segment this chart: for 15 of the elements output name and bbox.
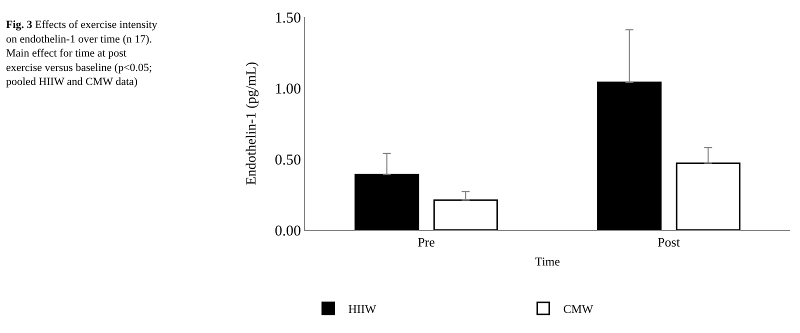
x-axis-title: Time bbox=[535, 254, 560, 268]
bar bbox=[676, 162, 740, 230]
bar bbox=[354, 174, 420, 230]
x-tick-label: Post bbox=[658, 234, 680, 250]
legend-label: HIIW bbox=[348, 302, 377, 316]
bar bbox=[597, 82, 662, 230]
x-tick-label: Pre bbox=[418, 234, 436, 250]
y-tick-label: 1.00 bbox=[274, 81, 301, 98]
bar bbox=[433, 199, 498, 230]
y-tick-label: 0.00 bbox=[274, 223, 301, 240]
caption: Fig. 3 Effects of exercise intensity on endothelin-1 over time (n 17). Main effect for time at post exercise versus baseline (p<0.05; pooled HIIW and CMW data) bbox=[6, 19, 158, 88]
y-axis-title: Endothelin-1 (pg/mL) bbox=[244, 62, 260, 186]
y-tick-label: 0.50 bbox=[274, 152, 301, 168]
y-tick-label: 1.50 bbox=[274, 10, 301, 26]
legend-label: CMW bbox=[563, 302, 594, 316]
